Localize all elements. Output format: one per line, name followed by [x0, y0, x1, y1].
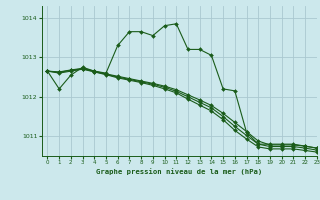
- X-axis label: Graphe pression niveau de la mer (hPa): Graphe pression niveau de la mer (hPa): [96, 168, 262, 175]
